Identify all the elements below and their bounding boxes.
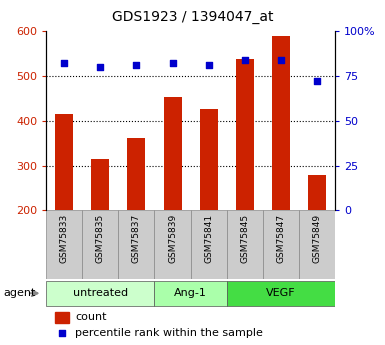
FancyBboxPatch shape (82, 210, 119, 279)
Text: GSM75849: GSM75849 (312, 214, 321, 263)
Point (97, 64, 104, 70)
FancyBboxPatch shape (299, 210, 335, 279)
Text: GSM75837: GSM75837 (132, 214, 141, 263)
Text: VEGF: VEGF (266, 288, 296, 298)
Text: untreated: untreated (73, 288, 128, 298)
Text: GSM75841: GSM75841 (204, 214, 213, 263)
FancyBboxPatch shape (227, 281, 335, 306)
Bar (55, 312, 69, 323)
Bar (308, 175, 326, 210)
Text: GSM75839: GSM75839 (168, 214, 177, 263)
Point (314, 79, 320, 84)
Text: count: count (75, 313, 107, 322)
Bar (127, 138, 146, 210)
FancyBboxPatch shape (191, 210, 227, 279)
Point (59, 330, 65, 336)
Text: agent: agent (4, 288, 36, 298)
Bar (199, 109, 218, 210)
Text: GSM75847: GSM75847 (276, 214, 285, 263)
Text: GSM75833: GSM75833 (60, 214, 69, 263)
Text: percentile rank within the sample: percentile rank within the sample (75, 328, 263, 338)
Bar (236, 59, 254, 210)
Bar (164, 97, 182, 210)
Point (169, 61, 176, 66)
Text: GDS1923 / 1394047_at: GDS1923 / 1394047_at (112, 10, 273, 24)
Bar (91, 159, 109, 210)
FancyBboxPatch shape (46, 281, 154, 306)
FancyBboxPatch shape (119, 210, 154, 279)
FancyBboxPatch shape (263, 210, 299, 279)
FancyBboxPatch shape (154, 281, 227, 306)
Text: GSM75845: GSM75845 (240, 214, 249, 263)
Text: Ang-1: Ang-1 (174, 288, 207, 298)
FancyBboxPatch shape (46, 210, 82, 279)
Bar (55, 114, 73, 210)
Point (278, 57, 284, 62)
Bar (272, 36, 290, 210)
FancyBboxPatch shape (227, 210, 263, 279)
Point (133, 62, 139, 68)
Text: GSM75835: GSM75835 (96, 214, 105, 263)
Point (206, 62, 212, 68)
FancyBboxPatch shape (154, 210, 191, 279)
Point (242, 57, 248, 62)
Point (61, 61, 67, 66)
